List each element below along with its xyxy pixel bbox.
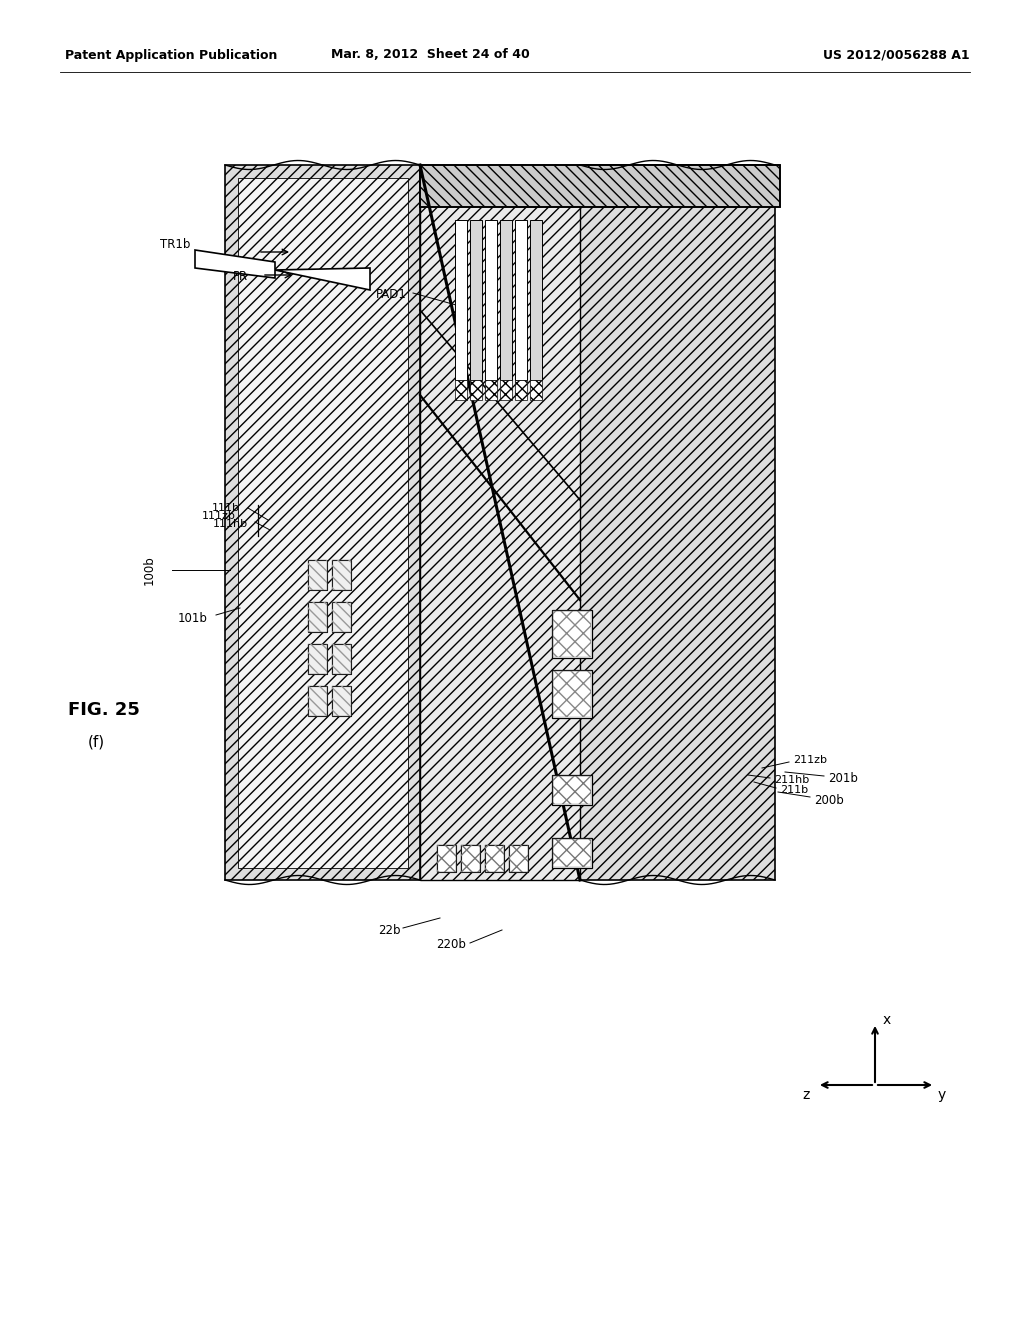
Bar: [552, 775, 592, 805]
Text: 100b: 100b: [143, 556, 156, 585]
Bar: [308, 686, 327, 715]
Bar: [552, 610, 592, 657]
Bar: [308, 602, 327, 632]
Bar: [500, 380, 512, 400]
Bar: [332, 644, 351, 675]
Text: PR: PR: [233, 271, 248, 284]
Text: 111b: 111b: [212, 503, 240, 513]
Bar: [332, 602, 351, 632]
Bar: [420, 165, 780, 207]
Bar: [332, 686, 351, 715]
Bar: [461, 845, 480, 873]
Text: 200b: 200b: [814, 793, 844, 807]
Bar: [308, 644, 327, 675]
Bar: [509, 845, 528, 873]
Bar: [455, 220, 467, 380]
Text: 220b: 220b: [436, 939, 466, 952]
Text: TR1b: TR1b: [160, 238, 190, 251]
Text: (f): (f): [88, 734, 105, 750]
Bar: [580, 165, 775, 203]
Text: PAD1: PAD1: [376, 289, 407, 301]
Text: 201b: 201b: [828, 771, 858, 784]
Text: x: x: [883, 1012, 891, 1027]
Bar: [509, 845, 528, 873]
Bar: [308, 644, 327, 675]
Bar: [308, 560, 327, 590]
Bar: [553, 611, 591, 657]
Bar: [420, 165, 780, 207]
Bar: [485, 380, 497, 400]
Text: y: y: [938, 1088, 946, 1102]
Text: 101b: 101b: [178, 611, 208, 624]
Text: 211zb: 211zb: [793, 755, 827, 766]
Bar: [580, 165, 775, 203]
Bar: [470, 380, 482, 400]
Text: Patent Application Publication: Patent Application Publication: [65, 49, 278, 62]
Bar: [455, 380, 467, 400]
Bar: [225, 165, 420, 880]
Bar: [332, 602, 351, 632]
Bar: [332, 686, 351, 715]
Bar: [308, 560, 327, 590]
Bar: [500, 220, 512, 380]
Bar: [308, 686, 327, 715]
Bar: [515, 380, 527, 400]
Bar: [553, 840, 591, 867]
Bar: [553, 671, 591, 717]
Text: z: z: [802, 1088, 809, 1102]
Text: FIG. 25: FIG. 25: [68, 701, 140, 719]
Bar: [485, 845, 504, 873]
Bar: [437, 845, 456, 873]
Bar: [461, 845, 480, 873]
Polygon shape: [275, 268, 370, 290]
Bar: [515, 220, 527, 380]
Bar: [332, 560, 351, 590]
Text: 111zb: 111zb: [202, 511, 236, 521]
Bar: [308, 602, 327, 632]
Text: US 2012/0056288 A1: US 2012/0056288 A1: [823, 49, 970, 62]
Text: 211b: 211b: [780, 785, 808, 795]
Bar: [580, 165, 775, 880]
Text: 22b: 22b: [378, 924, 400, 936]
Bar: [530, 380, 542, 400]
Bar: [332, 560, 351, 590]
Bar: [552, 671, 592, 718]
Text: Mar. 8, 2012  Sheet 24 of 40: Mar. 8, 2012 Sheet 24 of 40: [331, 49, 529, 62]
Bar: [552, 838, 592, 869]
Bar: [530, 220, 542, 380]
Bar: [485, 220, 497, 380]
Bar: [470, 220, 482, 380]
Bar: [238, 178, 408, 869]
Text: 211hb: 211hb: [774, 775, 809, 785]
Polygon shape: [195, 249, 275, 279]
Bar: [553, 776, 591, 804]
Bar: [420, 165, 580, 880]
Bar: [485, 845, 504, 873]
Text: 111hb: 111hb: [213, 519, 248, 529]
Bar: [437, 845, 456, 873]
Bar: [332, 644, 351, 675]
